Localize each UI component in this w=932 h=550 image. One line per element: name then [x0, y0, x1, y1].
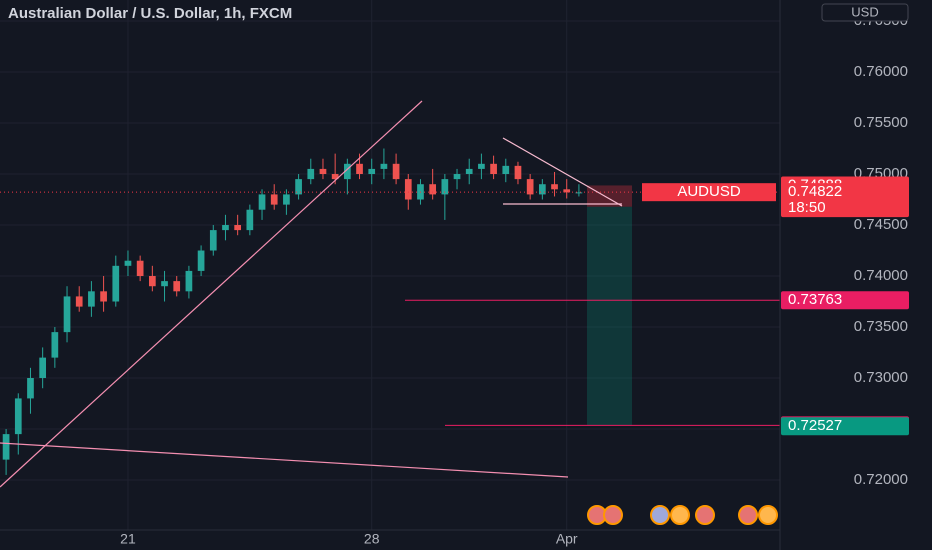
candle-body [112, 265, 120, 302]
candle-body [222, 225, 229, 231]
price-tags: AUDUSD0.748880.746790.737630.725360.7252… [642, 176, 909, 436]
price-tag [781, 291, 909, 310]
candle-body [148, 276, 156, 287]
candle-body [63, 296, 71, 333]
event-icon[interactable] [603, 505, 623, 525]
y-tick-label: 0.74500 [854, 216, 908, 233]
candle-body [441, 179, 449, 195]
candle-body [51, 332, 59, 358]
symbol-label: AUDUSD [677, 183, 741, 200]
plot [0, 148, 780, 475]
event-icon[interactable] [738, 505, 758, 525]
candle-body [270, 194, 278, 205]
y-tick-label: 0.73000 [854, 369, 908, 386]
candle-body [197, 250, 205, 271]
candle-body [124, 260, 132, 266]
candle-body [283, 194, 290, 205]
triangle-line [502, 137, 623, 207]
candle-body [100, 291, 107, 302]
candle-body [502, 165, 510, 175]
candle-body [331, 174, 339, 180]
countdown-label: 18:50 [788, 199, 826, 216]
last-price-label: 0.74822 [788, 183, 842, 200]
candle-body [185, 270, 193, 292]
candle-body [392, 163, 400, 180]
candle-body [27, 378, 34, 399]
price-tag-label: 0.72527 [788, 417, 842, 434]
event-icon[interactable] [650, 505, 670, 525]
candle-body [307, 168, 315, 180]
event-icon[interactable] [758, 505, 778, 525]
candle-body [246, 209, 254, 231]
candle-body [356, 163, 363, 175]
candle-body [2, 434, 10, 460]
trend-line [0, 442, 569, 478]
y-tick-label: 0.74000 [854, 267, 908, 284]
candle-body [234, 225, 242, 231]
reward-zone [587, 206, 632, 426]
currency-label[interactable]: USD [851, 4, 878, 19]
candle-body [551, 184, 558, 190]
candle-body [465, 168, 473, 175]
candle-body [429, 184, 437, 195]
candle-body [478, 163, 485, 169]
candle-body [14, 398, 22, 435]
candle-body [39, 357, 47, 379]
candle-body [575, 192, 583, 194]
event-icons [587, 505, 778, 525]
candle-body [490, 163, 497, 175]
candle-body [75, 296, 83, 307]
candle-body [88, 291, 95, 307]
x-tick-label: Apr [556, 531, 578, 547]
candle-body [209, 230, 217, 251]
risk-zone [587, 185, 632, 207]
candle-body [538, 184, 546, 195]
last-price-tag [781, 183, 909, 218]
candle-body [368, 168, 376, 175]
candle-body [380, 163, 388, 169]
candle-body [319, 168, 327, 175]
price-tag-label: 0.73763 [788, 291, 842, 308]
candle-body [514, 165, 522, 180]
candle-body [173, 281, 181, 292]
event-icon[interactable] [670, 505, 690, 525]
candle-body [563, 189, 571, 193]
y-tick-label: 0.76000 [854, 63, 908, 80]
y-tick-label: 0.73500 [854, 318, 908, 335]
x-tick-label: 21 [120, 531, 136, 547]
candle-body [526, 179, 534, 195]
event-icon[interactable] [695, 505, 715, 525]
y-tick-label: 0.75500 [854, 114, 908, 131]
candle-body [161, 281, 168, 287]
candle-body [295, 179, 302, 195]
currency-button[interactable] [821, 3, 909, 22]
candle-body [258, 194, 266, 210]
candle-body [136, 260, 144, 277]
chart-title: Australian Dollar / U.S. Dollar, 1h, FXC… [8, 5, 292, 22]
price-tag [781, 417, 909, 436]
candle-body [343, 163, 351, 180]
y-tick-label: 0.72000 [854, 471, 908, 488]
x-tick-label: 28 [364, 531, 380, 547]
candle-body [453, 174, 461, 180]
trend-line [0, 100, 423, 488]
symbol-tag [642, 183, 776, 202]
candle-body [404, 179, 412, 200]
